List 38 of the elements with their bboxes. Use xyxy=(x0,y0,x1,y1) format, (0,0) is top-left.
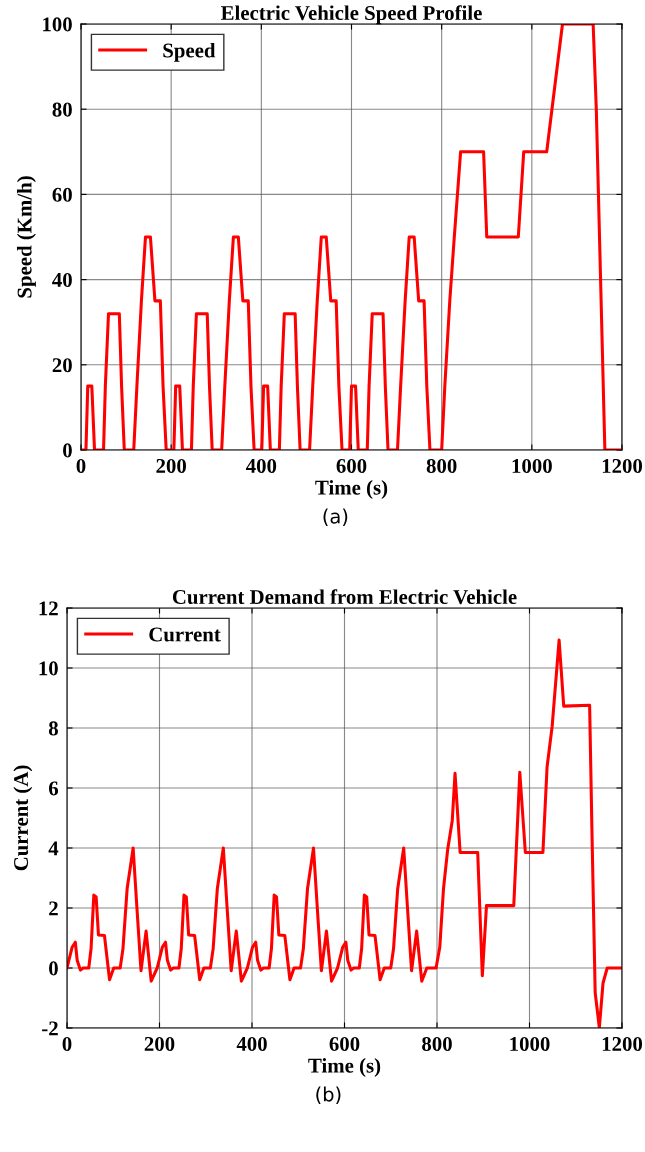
text: (b) xyxy=(316,1086,341,1104)
y-tick-label: 8 xyxy=(48,721,58,736)
y-axis-title: Current (A) xyxy=(13,765,33,871)
y-tick-label: -2 xyxy=(42,1021,58,1036)
y-tick-label: 6 xyxy=(48,781,59,796)
y-tick-label: 40 xyxy=(52,272,72,288)
y-tick-label: 80 xyxy=(52,102,72,117)
y-tick-label: 12 xyxy=(39,601,58,616)
x-tick-label: 600 xyxy=(336,458,367,473)
chart-title: Electric Vehicle Speed Profile xyxy=(220,5,482,25)
y-tick-label: 0 xyxy=(63,443,72,458)
x-tick-label: 200 xyxy=(156,458,186,473)
x-tick-label: 1000 xyxy=(512,458,552,473)
x-axis-title: Time (s) xyxy=(308,1058,381,1077)
legend-label: Speed xyxy=(163,42,216,62)
y-axis-title: Speed (Km/h) xyxy=(16,176,36,298)
x-tick-label: 1200 xyxy=(602,1036,643,1051)
chart-title: Current Demand from Electric Vehicle xyxy=(172,589,517,605)
x-tick-label: 800 xyxy=(426,458,457,473)
x-axis-title: Time (s) xyxy=(315,480,388,499)
y-tick-label: 100 xyxy=(43,17,72,32)
y-tick-label: 0 xyxy=(49,961,58,976)
x-tick-label: 200 xyxy=(144,1036,175,1051)
y-tick-label: 4 xyxy=(48,841,59,856)
x-tick-label: 600 xyxy=(329,1036,360,1051)
line-series xyxy=(81,24,622,450)
legend-label: Current xyxy=(149,627,221,642)
text: (a) xyxy=(323,508,348,526)
x-tick-label: 400 xyxy=(245,458,277,473)
x-tick-label: 400 xyxy=(236,1036,267,1051)
y-tick-label: 2 xyxy=(49,901,58,916)
x-tick-label: 0 xyxy=(76,458,86,473)
x-tick-label: 1000 xyxy=(510,1036,550,1051)
y-tick-label: 10 xyxy=(39,661,58,676)
y-tick-label: 20 xyxy=(52,358,72,373)
x-tick-label: 800 xyxy=(422,1036,452,1051)
x-tick-label: 1200 xyxy=(602,458,643,473)
y-tick-label: 60 xyxy=(52,187,72,202)
